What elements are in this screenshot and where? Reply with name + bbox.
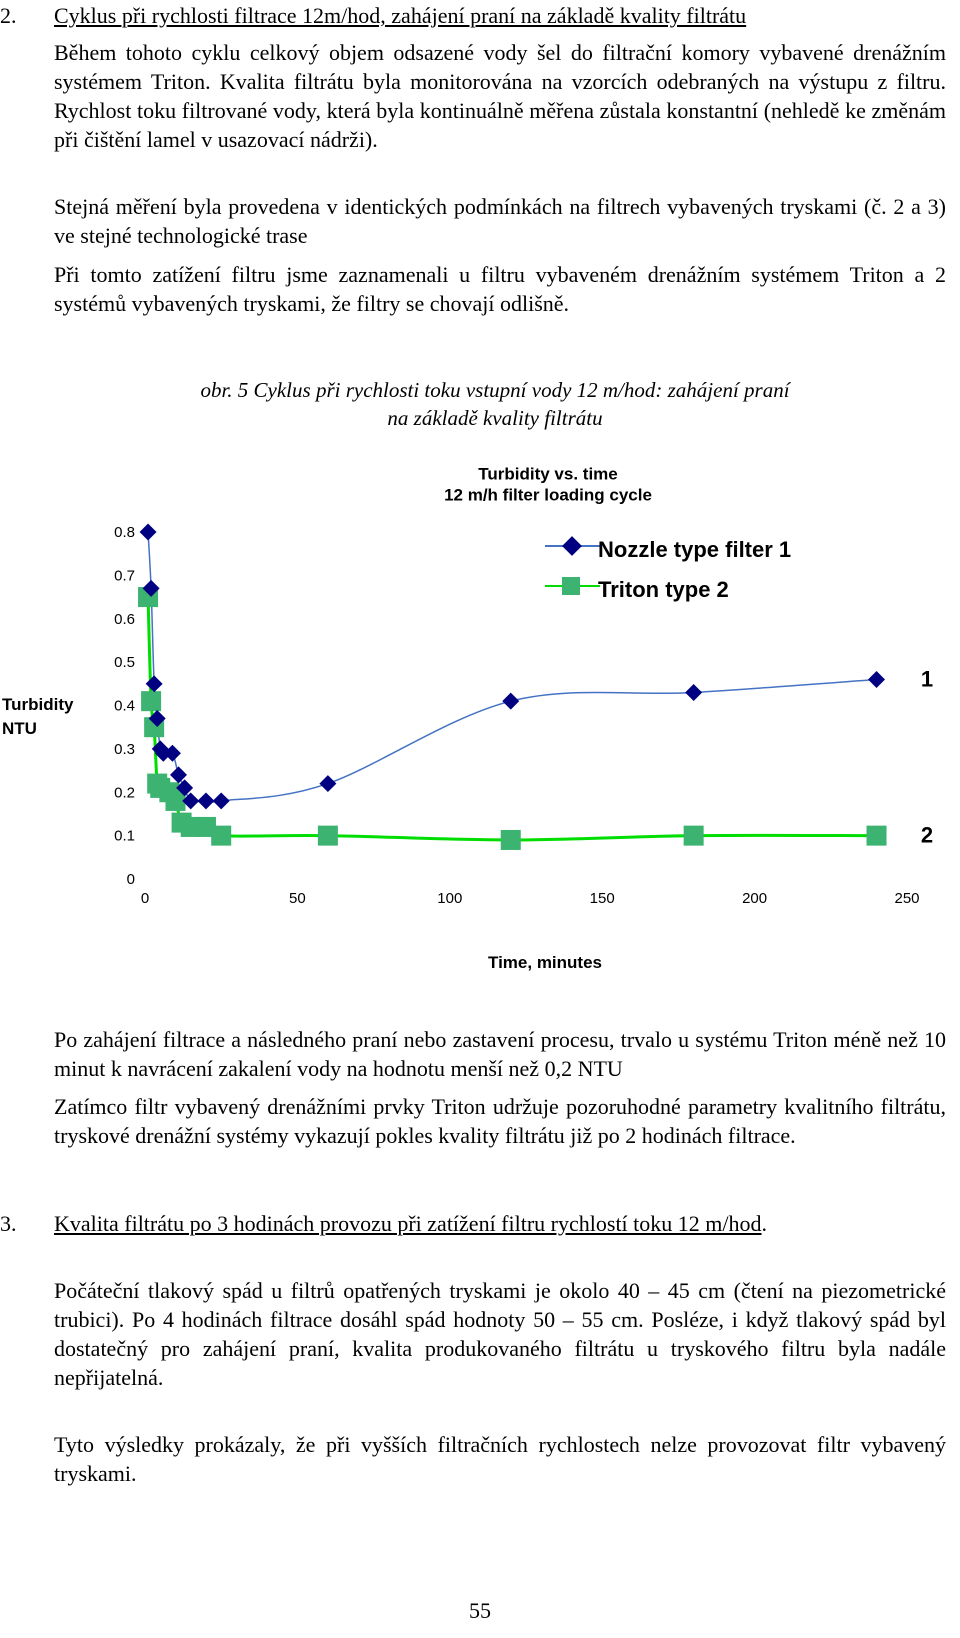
data-point-series-1 (182, 792, 200, 810)
section-2-heading: 2. Cyklus při rychlosti filtrace 12m/hod,… (0, 2, 746, 30)
x-tick-label: 200 (742, 890, 767, 907)
data-point-series-1 (145, 675, 163, 693)
data-point-series-1 (139, 523, 157, 541)
data-point-series-2 (180, 816, 201, 837)
section-3-heading: 3. Kvalita filtrátu po 3 hodinách provozu… (0, 1210, 767, 1238)
data-point-series-1 (685, 684, 703, 701)
x-tick-label: 50 (289, 890, 306, 907)
y-tick-label: 0.4 (114, 698, 135, 715)
figure-caption-line-2: na základě kvality filtrátu (387, 406, 603, 430)
y-tick-label: 0.5 (114, 654, 135, 671)
data-point-series-1 (170, 766, 188, 784)
series-end-label-2: 2 (921, 823, 933, 848)
page-number: 55 (469, 1598, 491, 1623)
section-2-paragraph-3: Při tomto zatížení filtru jsme zaznamena… (54, 262, 946, 316)
result-paragraph-2: Zatímco filtr vybavený drenážními prvky … (54, 1094, 946, 1148)
section-3-number: 3. (0, 1211, 17, 1236)
y-tick-label: 0.2 (114, 784, 135, 801)
data-point-series-1 (212, 792, 230, 810)
x-axis-label: Time, minutes (488, 953, 602, 972)
chart-subtitle: 12 m/h filter loading cycle (444, 485, 652, 504)
result-paragraph-1: Po zahájení filtrace a následného praní … (54, 1027, 946, 1081)
y-tick-label: 0.6 (114, 611, 135, 628)
x-tick-label: 0 (141, 890, 149, 907)
data-point-series-1 (154, 744, 172, 762)
legend-marker-series-1 (562, 536, 582, 556)
y-axis-label-line-2: NTU (2, 719, 37, 738)
data-point-series-2 (866, 825, 887, 846)
y-tick-label: 0.3 (114, 741, 135, 758)
data-point-series-2 (141, 691, 162, 712)
section-2-title: Cyklus při rychlosti filtrace 12m/hod, z… (54, 3, 747, 28)
data-point-series-1 (176, 779, 194, 797)
data-point-series-2 (500, 829, 521, 850)
legend-label-series-2: Triton type 2 (598, 577, 729, 602)
data-point-series-2 (195, 816, 216, 837)
data-point-series-1 (197, 792, 215, 810)
section-3-paragraph-2: Tyto výsledky prokázaly, že při vyšších … (54, 1432, 946, 1486)
series-line-1 (147, 531, 877, 803)
y-tick-label: 0.8 (114, 524, 135, 541)
legend-marker-series-2 (562, 577, 580, 595)
data-point-series-1 (163, 744, 181, 762)
data-point-series-1 (319, 775, 337, 793)
chart-legend: Nozzle type filter 1 Triton type 2 (545, 536, 791, 602)
turbidity-chart: Turbidity vs. time 12 m/h filter loading… (2, 464, 933, 972)
data-point-series-2 (317, 825, 338, 846)
series-line-2 (146, 597, 877, 842)
section-2-paragraph-2: Stejná měření byla provedena v identický… (54, 194, 946, 248)
section-3-title: Kvalita filtrátu po 3 hodinách provozu p… (54, 1211, 762, 1236)
x-tick-label: 250 (894, 890, 919, 907)
section-2-paragraph-1: Během tohoto cyklu celkový objem odsazen… (54, 40, 946, 152)
y-tick-label: 0 (127, 871, 135, 888)
section-3-paragraph-1: Počáteční tlakový spád u filtrů opatřený… (54, 1278, 946, 1390)
data-point-series-2 (683, 825, 704, 846)
section-2-number: 2. (0, 3, 17, 28)
y-tick-label: 0.7 (114, 567, 135, 584)
section-3-title-end: . (761, 1211, 768, 1236)
data-point-series-1 (502, 692, 520, 710)
chart-title: Turbidity vs. time (478, 464, 618, 483)
x-tick-label: 150 (590, 890, 615, 907)
data-point-series-1 (868, 670, 886, 688)
legend-label-series-1: Nozzle type filter 1 (598, 537, 791, 562)
data-point-series-2 (211, 825, 232, 846)
figure-caption-line-1: obr. 5 Cyklus při rychlosti toku vstupní… (200, 378, 790, 402)
y-tick-label: 0.1 (114, 828, 135, 845)
data-point-series-2 (165, 790, 186, 811)
series-end-label-1: 1 (921, 666, 933, 691)
y-axis-label-line-1: Turbidity (2, 695, 74, 714)
x-tick-label: 100 (437, 890, 462, 907)
